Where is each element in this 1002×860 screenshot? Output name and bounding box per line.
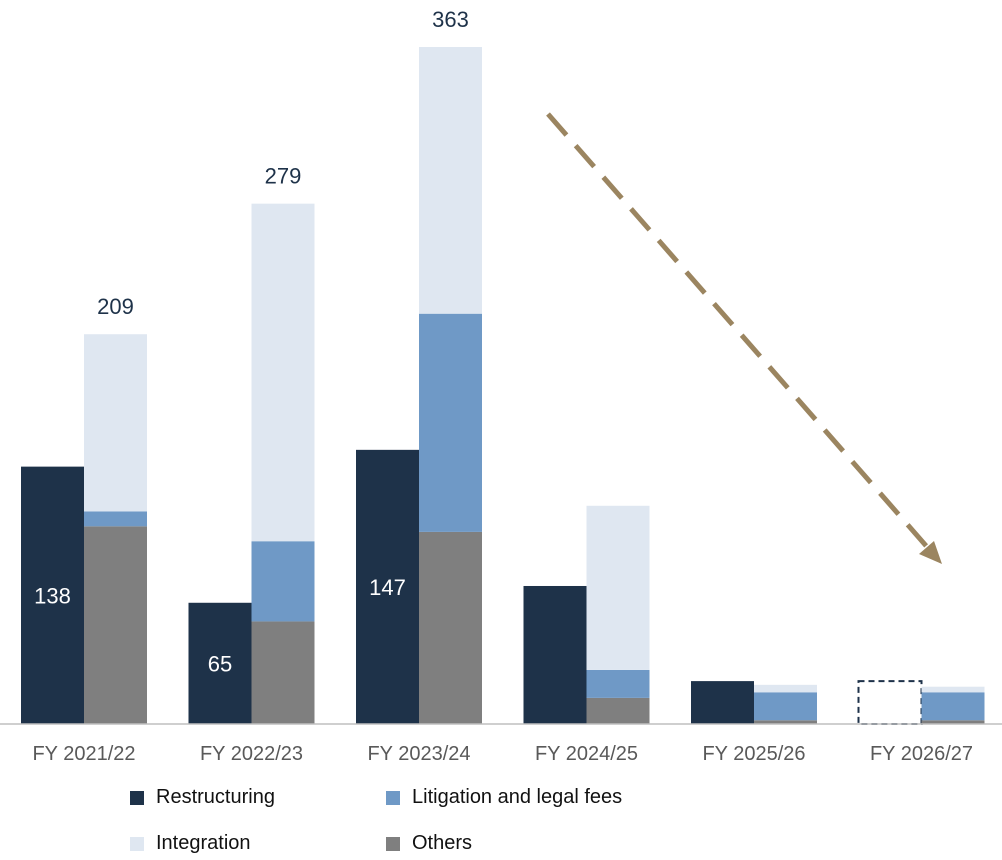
total-label-3: 363 [432, 7, 469, 32]
legend-item-integration: Integration [130, 832, 251, 855]
bar-others-5 [754, 720, 817, 724]
legend-swatch-integration [130, 836, 144, 851]
bar-litigation-and-legal-fees-6 [921, 692, 985, 721]
legend-item-others: Others [386, 832, 472, 855]
stacked-bar-chart: 138 209 FY 2021/22 65 279 FY 2022/23 147 363 FY … [0, 7, 1002, 765]
x-tick-label-3: FY 2023/24 [367, 743, 470, 765]
bar-restructuring-4 [523, 585, 587, 724]
trend-arrow-head [919, 541, 942, 564]
legend-swatch-restructuring [130, 790, 144, 805]
bar-integration-4 [586, 505, 650, 670]
bar-others-2 [251, 621, 315, 724]
bar-integration-2 [251, 203, 315, 542]
bar-integration-1 [84, 334, 147, 512]
x-tick-label-6: FY 2026/27 [870, 743, 973, 765]
x-tick-label-2: FY 2022/23 [200, 743, 303, 765]
legend-swatch-litigation [386, 790, 400, 805]
restructuring-value-label-2: 65 [208, 651, 232, 676]
x-tick-label-1: FY 2021/22 [32, 743, 135, 765]
legend: Restructuring Litigation and legal fees … [130, 782, 750, 860]
bar-integration-6 [921, 686, 985, 693]
total-label-1: 209 [97, 294, 134, 319]
bar-restructuring-3 [356, 449, 419, 724]
restructuring-value-label-1: 138 [34, 583, 71, 608]
bar-restructuring-1 [21, 466, 84, 724]
legend-label-others: Others [412, 832, 473, 854]
x-tick-label-5: FY 2025/26 [702, 743, 805, 765]
total-label-2: 279 [265, 164, 302, 189]
bars-layer [21, 47, 985, 725]
legend-label-integration: Integration [156, 832, 251, 854]
bar-others-4 [586, 697, 650, 724]
trend-arrow [546, 112, 942, 564]
bar-restructuring-2 [188, 602, 252, 724]
bar-litigation-and-legal-fees-1 [84, 511, 147, 527]
bar-others-1 [84, 526, 147, 724]
legend-swatch-others [386, 836, 400, 851]
bar-others-3 [419, 531, 482, 724]
bar-litigation-and-legal-fees-2 [251, 541, 315, 622]
restructuring-value-label-3: 147 [369, 575, 406, 600]
x-tick-label-4: FY 2024/25 [535, 743, 638, 765]
labels-layer: 138 209 FY 2021/22 65 279 FY 2022/23 147 363 FY … [32, 7, 973, 765]
bar-others-6 [921, 720, 985, 724]
legend-label-litigation: Litigation and legal fees [412, 786, 623, 808]
bar-integration-5 [754, 684, 817, 693]
bar-integration-3 [419, 47, 482, 314]
trend-arrow-line [546, 112, 930, 550]
legend-item-litigation: Litigation and legal fees [386, 786, 622, 809]
legend-label-restructuring: Restructuring [156, 786, 275, 808]
bar-litigation-and-legal-fees-5 [754, 692, 817, 721]
bar-restructuring-6 [857, 680, 923, 725]
bar-litigation-and-legal-fees-3 [419, 313, 482, 532]
bar-litigation-and-legal-fees-4 [586, 669, 650, 698]
bar-restructuring-5 [691, 681, 754, 724]
legend-item-restructuring: Restructuring [130, 786, 275, 809]
